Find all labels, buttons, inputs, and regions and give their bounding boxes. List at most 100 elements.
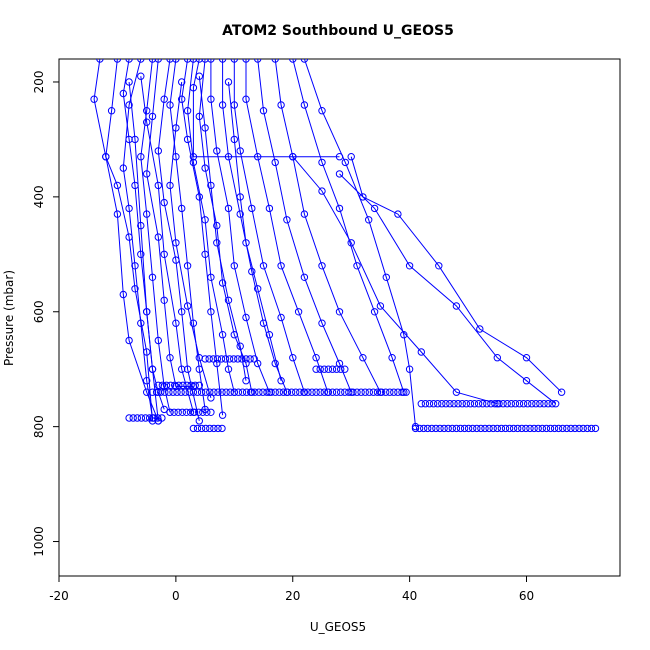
chart-title: ATOM2 Southbound U_GEOS5 bbox=[222, 23, 454, 39]
data-point bbox=[429, 400, 438, 408]
data-point bbox=[213, 147, 221, 155]
data-point bbox=[394, 210, 402, 218]
plot-area bbox=[90, 59, 600, 433]
x-axis-label: U_GEOS5 bbox=[310, 620, 366, 634]
y-tick-label: 600 bbox=[32, 300, 46, 323]
data-point bbox=[161, 388, 169, 396]
data-point bbox=[203, 408, 211, 416]
data-point bbox=[318, 319, 326, 327]
data-point bbox=[158, 381, 167, 389]
data-point bbox=[458, 400, 466, 408]
data-point bbox=[242, 239, 250, 247]
data-point bbox=[341, 158, 349, 167]
data-point bbox=[195, 381, 204, 389]
series-line bbox=[122, 59, 153, 419]
data-point bbox=[191, 381, 199, 389]
data-point bbox=[189, 424, 198, 433]
data-point bbox=[166, 408, 174, 416]
data-point bbox=[583, 424, 591, 433]
level-cluster-6 bbox=[189, 424, 226, 433]
data-point bbox=[197, 388, 206, 396]
series-11 bbox=[195, 59, 256, 396]
data-point bbox=[251, 388, 259, 396]
level-cluster-7 bbox=[411, 424, 600, 433]
data-point bbox=[518, 424, 526, 433]
data-point bbox=[137, 153, 145, 161]
data-point bbox=[131, 262, 139, 270]
data-point bbox=[265, 204, 274, 213]
data-point bbox=[218, 388, 226, 396]
data-point bbox=[218, 411, 227, 419]
data-point bbox=[125, 101, 133, 109]
data-point bbox=[177, 388, 185, 396]
data-point bbox=[183, 381, 191, 389]
data-point bbox=[152, 388, 161, 396]
data-point bbox=[201, 124, 209, 132]
data-point bbox=[175, 381, 183, 389]
data-point bbox=[522, 424, 530, 433]
data-point bbox=[143, 118, 151, 126]
data-point bbox=[489, 424, 497, 433]
data-point bbox=[361, 388, 369, 396]
data-point bbox=[388, 354, 396, 362]
data-point bbox=[154, 336, 163, 345]
data-point bbox=[158, 414, 166, 422]
data-point bbox=[499, 400, 507, 408]
data-point bbox=[131, 135, 139, 144]
y-tick-label: 400 bbox=[32, 185, 46, 208]
data-point bbox=[137, 72, 145, 80]
data-point bbox=[172, 319, 180, 327]
data-point bbox=[287, 388, 296, 396]
y-tick-label: 200 bbox=[32, 71, 46, 94]
series-22 bbox=[335, 170, 560, 408]
data-point bbox=[172, 124, 180, 132]
data-point bbox=[224, 204, 233, 213]
data-point bbox=[248, 267, 256, 276]
data-point bbox=[434, 400, 442, 408]
data-point bbox=[150, 414, 158, 422]
data-point bbox=[224, 365, 233, 373]
data-point bbox=[224, 153, 233, 161]
data-point bbox=[277, 313, 285, 322]
data-point bbox=[526, 424, 534, 433]
data-point bbox=[224, 296, 233, 304]
data-point bbox=[473, 424, 481, 433]
data-point bbox=[207, 394, 215, 402]
x-tick-label: -20 bbox=[49, 589, 69, 603]
data-point bbox=[522, 354, 531, 362]
data-point bbox=[289, 59, 297, 63]
data-point bbox=[242, 377, 250, 385]
data-point bbox=[234, 355, 242, 363]
data-point bbox=[559, 424, 567, 433]
data-point bbox=[390, 388, 398, 396]
data-point bbox=[300, 101, 309, 109]
data-point bbox=[189, 84, 198, 92]
level-cluster-4 bbox=[312, 365, 349, 373]
series-line bbox=[181, 59, 224, 416]
data-point bbox=[154, 233, 163, 241]
data-point bbox=[452, 302, 461, 310]
y-axis-label: Pressure (mbar) bbox=[2, 270, 16, 366]
data-point bbox=[417, 400, 425, 408]
data-point bbox=[247, 388, 255, 396]
data-point bbox=[195, 112, 204, 121]
data-point bbox=[234, 388, 243, 396]
data-point bbox=[145, 414, 154, 422]
data-point bbox=[546, 424, 555, 433]
x-tick-label: 40 bbox=[402, 589, 417, 603]
data-point bbox=[271, 59, 279, 63]
data-point bbox=[452, 388, 461, 396]
data-point bbox=[187, 381, 195, 389]
series-line bbox=[128, 81, 165, 410]
data-point bbox=[178, 408, 187, 416]
data-point bbox=[411, 424, 420, 433]
data-point bbox=[503, 400, 511, 408]
data-point bbox=[341, 365, 349, 373]
data-point bbox=[452, 424, 461, 433]
data-point bbox=[386, 388, 394, 396]
x-axis: -20 0 20 40 60 bbox=[49, 576, 534, 603]
series-21 bbox=[347, 153, 566, 396]
data-point bbox=[271, 388, 279, 396]
data-point bbox=[425, 400, 434, 408]
data-point bbox=[213, 355, 222, 363]
